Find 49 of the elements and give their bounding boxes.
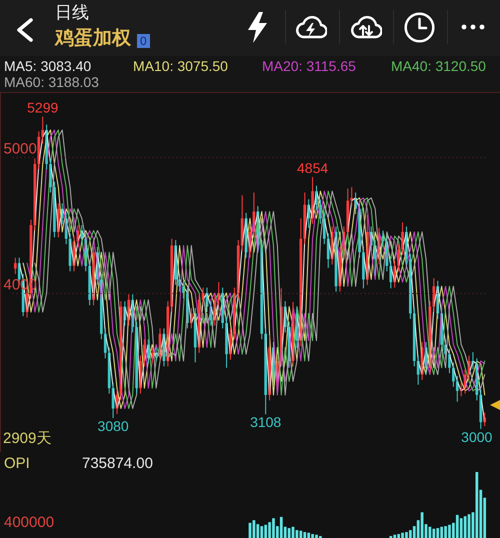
- bar: [264, 524, 268, 538]
- bar: [256, 524, 260, 538]
- chart-title: OPI: [4, 455, 30, 472]
- bar: [460, 518, 463, 538]
- bar: [428, 526, 432, 538]
- annotation: 3108: [250, 414, 282, 430]
- bar: [444, 526, 447, 538]
- annotation: 3080: [98, 418, 129, 434]
- text: MA5: 3083.40: [4, 58, 92, 74]
- chart-subtitle: 鸡蛋加权: [55, 27, 131, 50]
- bar: [303, 532, 306, 538]
- chart-title: 日线: [55, 3, 89, 24]
- y-tick-label: 5000: [4, 140, 37, 158]
- bar: [464, 516, 466, 538]
- annotation: 5299: [27, 100, 58, 116]
- bar: [288, 528, 290, 538]
- bar: [311, 534, 314, 538]
- text: 735874.00: [82, 455, 153, 472]
- text: MA10: 3075.50: [133, 58, 228, 74]
- text: MA20: 3115.65: [262, 58, 356, 74]
- bar: [420, 512, 424, 538]
- annotation: 3000: [461, 428, 493, 445]
- bar: [408, 530, 412, 538]
- bar: [397, 534, 400, 538]
- bar: [292, 526, 294, 538]
- bar: [456, 514, 459, 538]
- annotation: 400000: [4, 514, 54, 532]
- bar: [268, 522, 271, 538]
- annotation: 2909天: [3, 430, 52, 448]
- bar: [468, 514, 470, 538]
- bar: [436, 528, 440, 538]
- bar: [260, 526, 264, 538]
- bar: [401, 532, 404, 538]
- bar: [315, 534, 318, 538]
- text: MA40: 3120.50: [391, 58, 486, 74]
- bar: [307, 532, 310, 538]
- bar: [393, 534, 396, 538]
- text: MA60: 3188.03: [4, 74, 99, 90]
- bar: [272, 518, 275, 538]
- bar: [405, 532, 408, 538]
- bar: [475, 472, 478, 538]
- bar: [248, 522, 252, 538]
- bar: [280, 516, 283, 538]
- bar: [448, 524, 451, 538]
- bar: [299, 530, 302, 538]
- bar: [296, 530, 298, 538]
- bar: [252, 520, 256, 538]
- annotation: 4854: [297, 160, 328, 176]
- text: 0: [137, 34, 150, 48]
